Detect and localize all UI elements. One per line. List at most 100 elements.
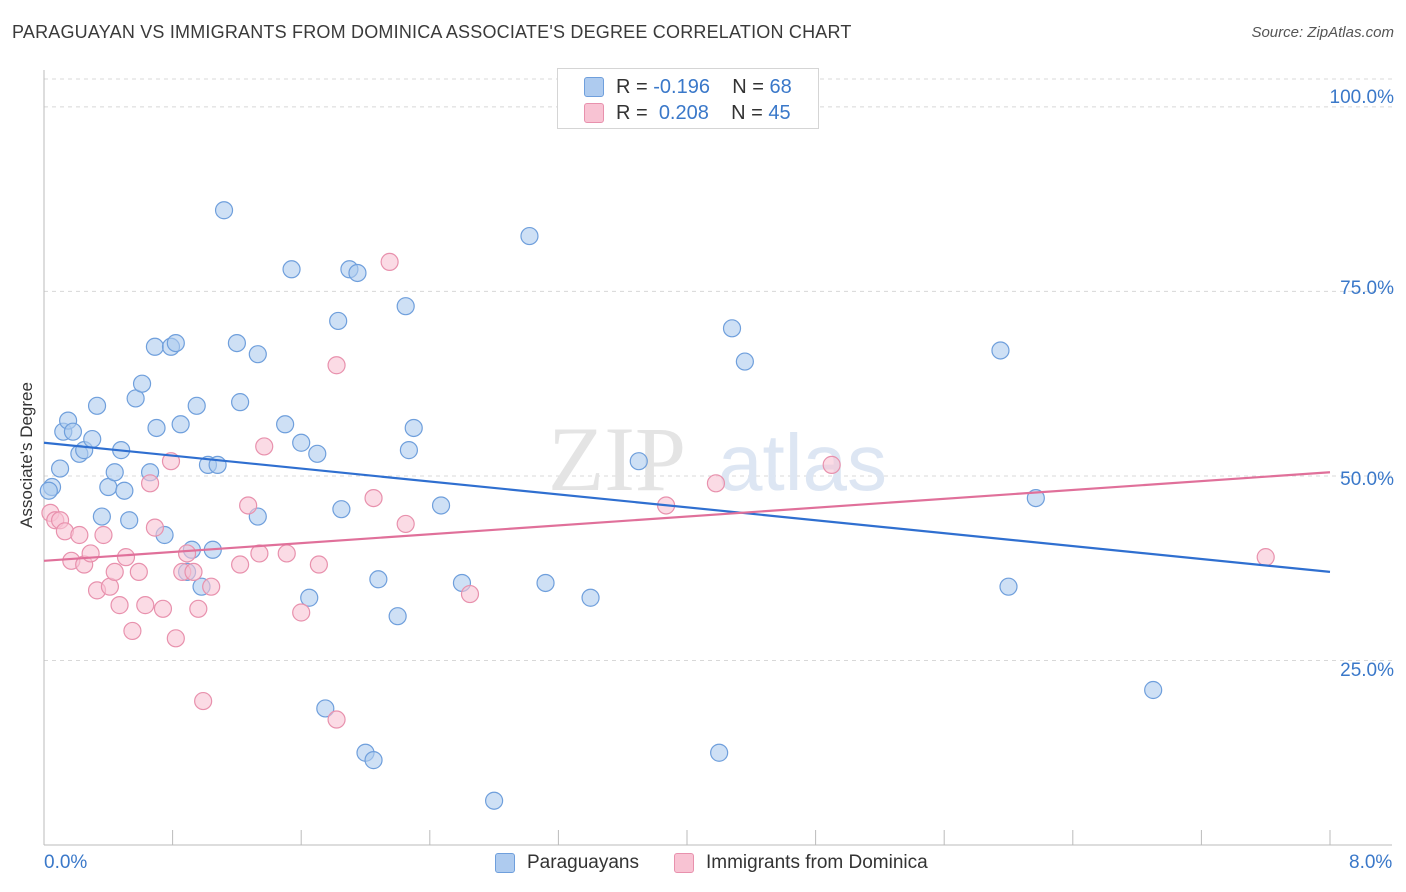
point-paraguayans-53 <box>431 496 451 515</box>
point-paraguayans-51 <box>399 441 419 460</box>
y-tick-label-100: 100.0% <box>1329 87 1394 108</box>
legend-n-value: 45 <box>768 102 791 124</box>
point-paraguayans-1 <box>50 459 70 478</box>
y-tick-label-75: 75.0% <box>1340 278 1394 299</box>
point-paraguayans-4 <box>63 422 83 441</box>
legend-label-paraguayans: Paraguayans <box>527 852 639 873</box>
point-paraguayans-7 <box>83 429 102 449</box>
point-dominica-40 <box>460 584 480 604</box>
point-paraguayans-40 <box>308 444 327 463</box>
point-paraguayans-47 <box>364 751 383 770</box>
point-paraguayans-8 <box>87 396 107 415</box>
point-dominica-37 <box>364 488 383 508</box>
point-dominica-27 <box>202 577 221 596</box>
point-paraguayans-31 <box>214 201 234 220</box>
point-paraguayans-66 <box>1144 680 1163 700</box>
point-paraguayans-61 <box>722 319 742 338</box>
point-paraguayans-13 <box>115 481 134 500</box>
point-paraguayans-48 <box>369 570 388 589</box>
point-paraguayans-33 <box>231 393 250 412</box>
point-paraguayans-23 <box>171 415 190 434</box>
point-dominica-17 <box>140 474 160 493</box>
legend-swatch-blue <box>584 77 604 97</box>
point-paraguayans-59 <box>629 452 648 471</box>
point-dominica-12 <box>110 596 129 615</box>
y-axis-label: Associate's Degree <box>17 382 36 528</box>
point-paraguayans-60 <box>710 743 729 762</box>
legend-swatch-pink <box>674 853 694 873</box>
legend-label-dominica: Immigrants from Dominica <box>706 852 928 873</box>
point-dominica-7 <box>81 544 100 563</box>
legend-n-value: 68 <box>769 76 792 98</box>
point-paraguayans-50 <box>396 297 415 316</box>
point-dominica-31 <box>255 437 274 456</box>
point-dominica-26 <box>194 691 213 711</box>
point-dominica-16 <box>136 596 155 615</box>
legend-r-value: -0.196 <box>653 76 710 98</box>
point-paraguayans-11 <box>105 463 124 482</box>
point-paraguayans-62 <box>735 352 754 371</box>
x-tick-label-max: 8.0% <box>1349 852 1393 873</box>
correlation-legend: R = -0.196 N = 68 R = 0.208 N = 45 <box>557 68 819 129</box>
point-paraguayans-42 <box>329 311 348 331</box>
trend-line-paraguayans <box>43 441 1331 573</box>
point-paraguayans-19 <box>147 418 166 438</box>
point-dominica-14 <box>123 621 142 641</box>
point-dominica-13 <box>116 548 136 567</box>
point-paraguayans-9 <box>92 507 111 526</box>
legend-swatch-pink <box>584 103 604 123</box>
point-paraguayans-67 <box>39 481 58 500</box>
source-label: Source: ZipAtlas.com <box>1251 24 1394 41</box>
point-paraguayans-16 <box>132 374 152 393</box>
point-paraguayans-63 <box>991 341 1010 360</box>
legend-n-label: N = <box>731 102 763 124</box>
point-paraguayans-32 <box>227 333 246 353</box>
point-dominica-42 <box>706 474 726 493</box>
legend-swatch-blue <box>495 853 515 873</box>
point-paraguayans-14 <box>120 511 139 530</box>
y-tick-label-25: 25.0% <box>1340 660 1394 681</box>
point-dominica-9 <box>94 525 113 545</box>
point-dominica-11 <box>105 562 124 582</box>
point-paraguayans-38 <box>292 433 311 452</box>
point-dominica-23 <box>177 544 197 563</box>
point-paraguayans-58 <box>581 588 600 607</box>
point-paraguayans-26 <box>187 396 206 415</box>
point-dominica-44 <box>1256 548 1275 567</box>
point-paraguayans-43 <box>332 500 351 519</box>
point-paraguayans-52 <box>404 418 423 438</box>
point-dominica-15 <box>129 562 148 582</box>
x-tick-label-min: 0.0% <box>44 852 88 873</box>
point-dominica-39 <box>396 514 415 534</box>
point-paraguayans-57 <box>536 573 555 593</box>
point-paraguayans-41 <box>316 699 335 718</box>
watermark-zip: ZIP <box>548 408 686 510</box>
watermark-atlas: atlas <box>718 418 887 507</box>
point-paraguayans-18 <box>145 337 165 356</box>
point-paraguayans-22 <box>166 333 185 353</box>
point-dominica-24 <box>184 562 203 582</box>
point-paraguayans-34 <box>248 345 267 364</box>
point-dominica-18 <box>145 518 165 537</box>
legend-r-label: R = <box>616 76 648 98</box>
y-tick-label-50: 50.0% <box>1340 469 1394 490</box>
point-paraguayans-55 <box>485 791 504 810</box>
point-paraguayans-39 <box>300 588 319 607</box>
point-paraguayans-65 <box>999 577 1018 596</box>
point-dominica-35 <box>327 356 346 375</box>
legend-r-label: R = <box>616 102 648 124</box>
point-dominica-34 <box>309 555 328 574</box>
point-dominica-5 <box>70 525 89 545</box>
point-paraguayans-49 <box>388 607 407 626</box>
point-dominica-43 <box>822 455 841 474</box>
legend-r-value: 0.208 <box>658 102 709 124</box>
point-dominica-33 <box>292 603 311 622</box>
point-paraguayans-37 <box>282 260 301 279</box>
point-paraguayans-36 <box>276 415 295 434</box>
point-dominica-28 <box>231 555 250 574</box>
point-dominica-29 <box>239 496 258 515</box>
point-dominica-32 <box>277 544 296 563</box>
point-dominica-36 <box>327 710 346 729</box>
point-dominica-21 <box>166 629 185 648</box>
